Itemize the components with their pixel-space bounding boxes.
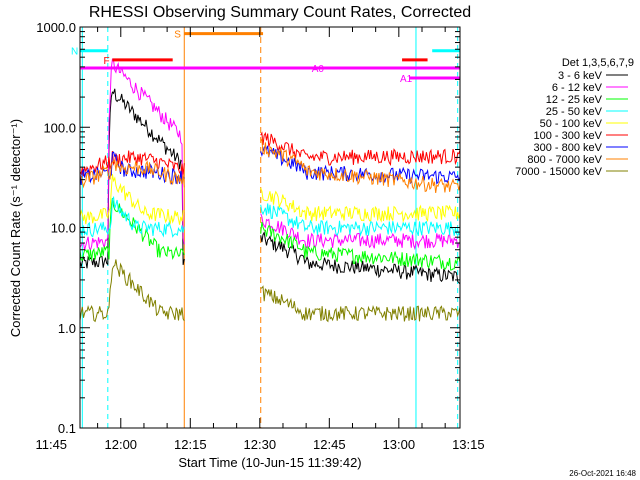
series-line-8-seg-0 — [79, 259, 185, 323]
timestamp: 26-Oct-2021 16:48 — [569, 469, 636, 478]
legend-label: 300 - 800 keV — [534, 142, 603, 154]
axes: 0.1 1.0 10.0 100.0 1000.0 11:45 12:00 12:15 12:3… — [35, 20, 484, 452]
series-line-4-seg-0 — [79, 174, 185, 225]
x-tick-label: 13:00 — [383, 437, 416, 452]
series-line-0-seg-1 — [260, 230, 461, 285]
flag-label-0: N — [71, 47, 78, 58]
legend-label: 100 - 300 keV — [534, 130, 603, 142]
y-tick-label: 1000.0 — [36, 20, 76, 35]
series-line-0-seg-0 — [79, 88, 185, 269]
chart-title: RHESSI Observing Summary Count Rates, Co… — [89, 4, 471, 21]
legend-title: Det 1,3,5,6,7,9 — [562, 57, 634, 69]
flag-label-1: F — [103, 56, 109, 67]
plot-content: N F S A0 A1 — [71, 27, 461, 428]
series-line-4-seg-1 — [260, 187, 461, 223]
series-line-7-seg-1 — [260, 138, 461, 193]
legend-label: 12 - 25 keV — [546, 94, 603, 106]
x-tick-label: 12:00 — [105, 437, 138, 452]
legend-label: 7000 - 15000 keV — [515, 166, 603, 178]
x-tick-label: 11:45 — [35, 437, 67, 452]
series-line-3-seg-0 — [79, 195, 185, 238]
flag-label-4: A1 — [400, 74, 413, 85]
legend-label: 6 - 12 keV — [552, 82, 603, 94]
series-line-7-seg-0 — [79, 160, 185, 189]
x-tick-label: 12:45 — [313, 437, 346, 452]
x-tick-label: 12:15 — [174, 437, 207, 452]
flag-label-3: A0 — [312, 64, 325, 75]
y-tick-label: 0.1 — [58, 421, 76, 436]
y-tick-label: 1.0 — [58, 321, 76, 336]
series-line-1-seg-0 — [79, 58, 185, 252]
x-tick-label: 12:30 — [244, 437, 277, 452]
legend-label: 25 - 50 keV — [546, 106, 603, 118]
x-axis-label: Start Time (10-Jun-15 11:39:42) — [178, 455, 361, 470]
legend-label: 3 - 6 keV — [558, 70, 603, 82]
y-tick-label: 10.0 — [51, 221, 76, 236]
y-axis-label: Corrected Count Rate (s⁻¹ detector⁻¹) — [8, 119, 23, 337]
legend-label: 800 - 7000 keV — [527, 154, 602, 166]
series-line-5-seg-1 — [260, 131, 461, 167]
series-line-3-seg-1 — [260, 203, 461, 237]
legend-label: 50 - 100 keV — [540, 118, 603, 130]
series-line-6-seg-1 — [260, 145, 461, 185]
series-line-2-seg-1 — [260, 221, 461, 271]
series-line-2-seg-0 — [79, 198, 185, 262]
series-line-8-seg-1 — [260, 285, 461, 323]
series-line-1-seg-1 — [260, 213, 461, 251]
flag-label-2: S — [174, 30, 181, 41]
y-tick-label: 100.0 — [43, 120, 76, 135]
x-tick-label: 13:15 — [452, 437, 485, 452]
